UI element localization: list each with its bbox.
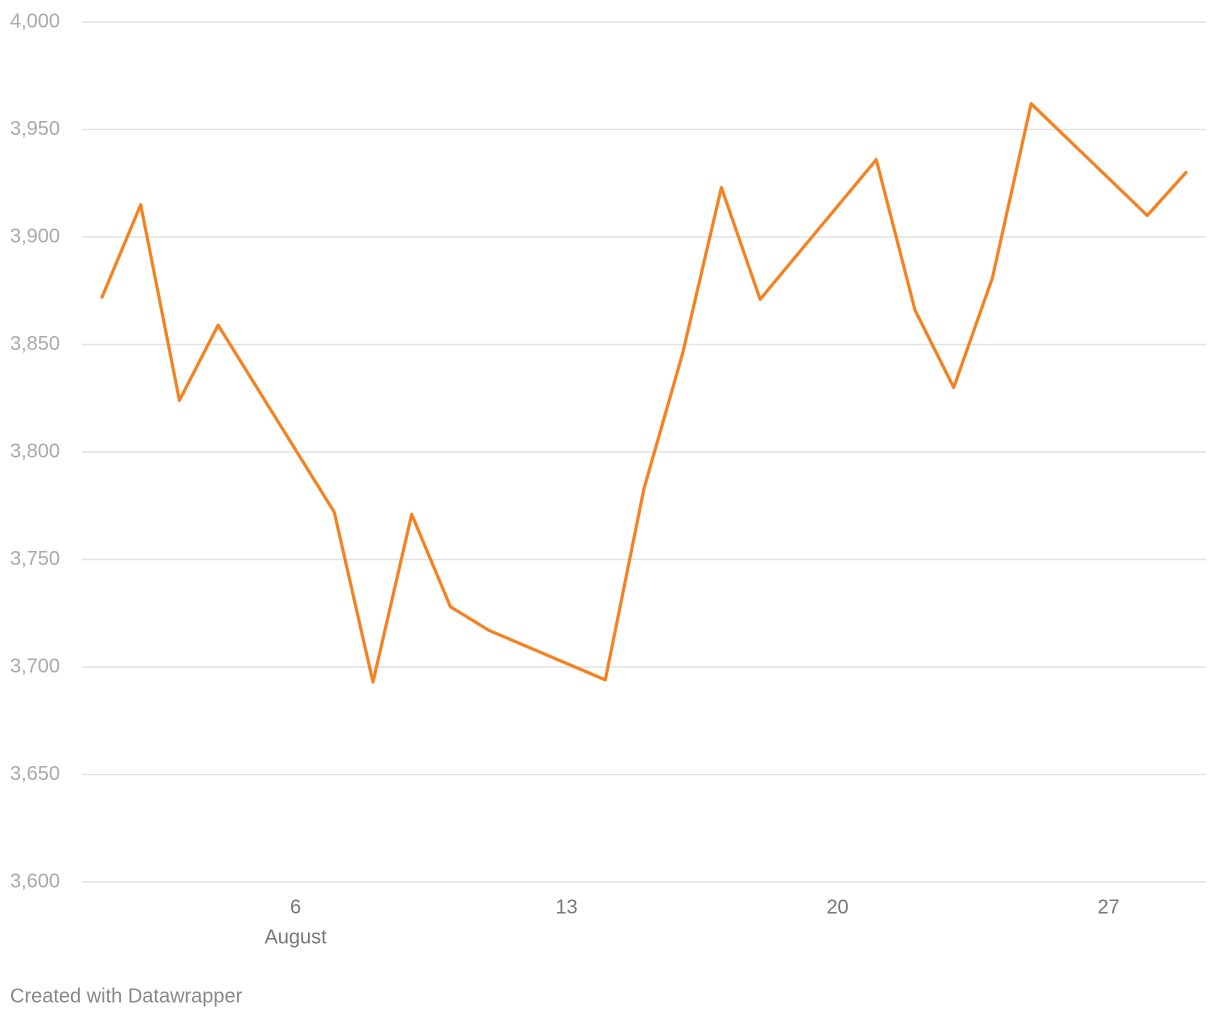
x-tick-label: 13 [555, 896, 577, 918]
y-tick-label: 3,800 [10, 440, 60, 462]
y-tick-label: 3,950 [10, 118, 60, 140]
x-month-label: August [264, 926, 327, 948]
footer: Created with Datawrapper [10, 985, 243, 1007]
y-tick-label: 3,900 [10, 225, 60, 247]
x-tick-label: 27 [1097, 896, 1119, 918]
y-tick-label: 4,000 [10, 10, 60, 32]
y-tick-label: 3,750 [10, 548, 60, 570]
y-tick-label: 3,600 [10, 870, 60, 892]
data-line [100, 102, 1188, 684]
y-tick-label: 3,650 [10, 763, 60, 785]
y-tick-label: 3,850 [10, 333, 60, 355]
x-tick-label: 6 [290, 896, 301, 918]
y-tick-label: 3,700 [10, 655, 60, 677]
x-tick-label: 20 [826, 896, 848, 918]
